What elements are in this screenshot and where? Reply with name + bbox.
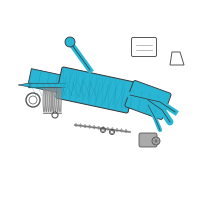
FancyBboxPatch shape xyxy=(125,81,171,119)
Ellipse shape xyxy=(98,126,99,129)
Ellipse shape xyxy=(112,128,113,131)
FancyBboxPatch shape xyxy=(132,38,156,56)
Bar xyxy=(43,88,61,112)
FancyBboxPatch shape xyxy=(139,133,157,147)
Circle shape xyxy=(152,137,160,145)
Ellipse shape xyxy=(103,126,104,130)
Ellipse shape xyxy=(93,125,95,129)
Ellipse shape xyxy=(107,127,109,130)
Ellipse shape xyxy=(121,129,122,132)
Ellipse shape xyxy=(116,128,118,132)
Ellipse shape xyxy=(89,125,90,128)
Polygon shape xyxy=(18,83,30,87)
Ellipse shape xyxy=(80,124,81,127)
Polygon shape xyxy=(170,52,184,65)
Bar xyxy=(28,69,168,115)
FancyBboxPatch shape xyxy=(56,67,134,113)
Ellipse shape xyxy=(125,129,127,133)
Ellipse shape xyxy=(75,123,77,127)
Ellipse shape xyxy=(84,124,86,128)
Circle shape xyxy=(65,37,75,47)
